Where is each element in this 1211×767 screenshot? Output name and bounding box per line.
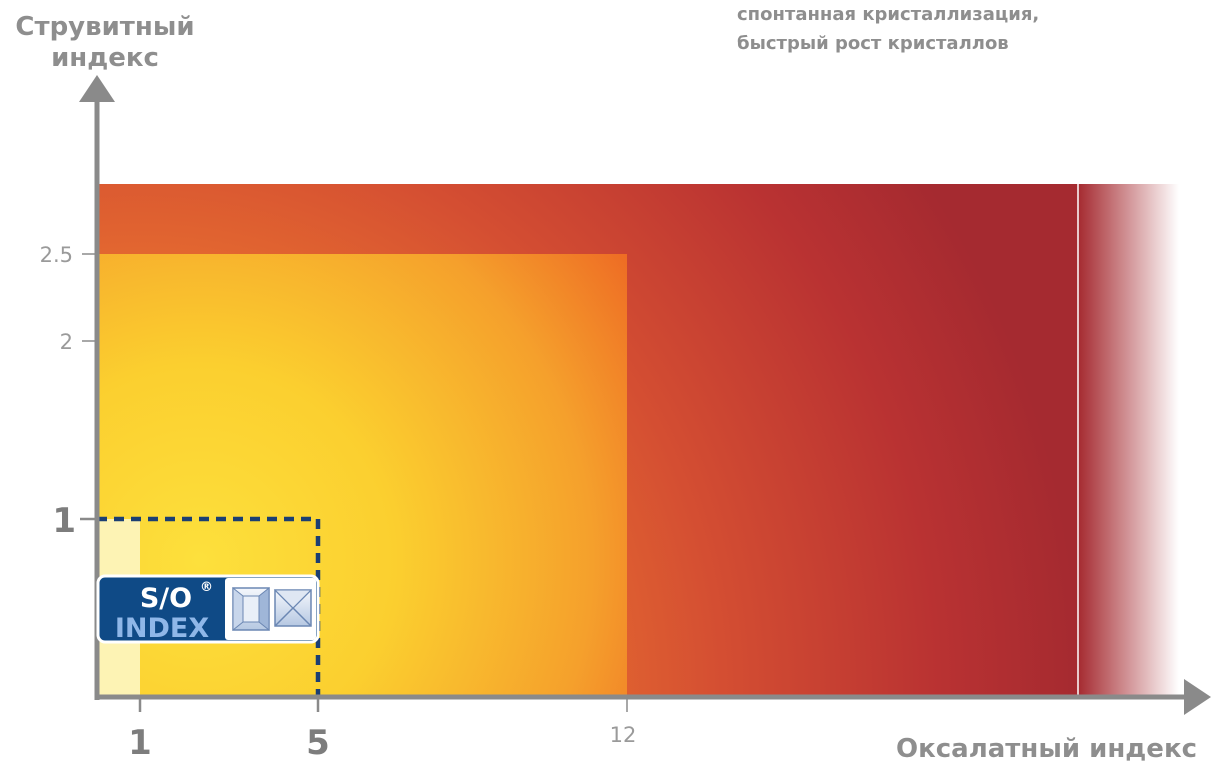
y-tick-1: 1 (52, 501, 97, 541)
x-tick-label-1: 1 (128, 723, 152, 763)
zone-annotation: спонтанная кристаллизация, быстрый рост … (737, 0, 1039, 58)
y-axis-title-line2: индекс (51, 43, 159, 73)
target-region-dashed (97, 516, 321, 695)
y-tick-2-5: 2.5 (40, 243, 95, 267)
x-axis-title: Оксалатный индекс (896, 734, 1197, 764)
y-axis-title-line1: Струвитный (15, 12, 195, 42)
x-tick-label-12: 12 (610, 723, 637, 747)
logo-text-so: S/O (140, 583, 192, 614)
y-axis-arrow-icon (79, 75, 115, 102)
x-tick-12: 12 (610, 697, 637, 747)
zone-annotation-line2: быстрый рост кристаллов (737, 33, 1009, 54)
zone-fade (1078, 184, 1179, 695)
logo-text-index: INDEX (115, 613, 209, 644)
crystal-prism-icon (232, 586, 270, 632)
y-tick-label-1: 1 (52, 501, 76, 541)
x-axis-arrow-icon (1184, 679, 1211, 715)
x-tick-5: 5 (306, 697, 330, 763)
logo-registered-mark: ® (200, 580, 213, 595)
y-tick-label-2-5: 2.5 (40, 243, 73, 267)
y-tick-2: 2 (60, 330, 95, 354)
zone-annotation-line1: спонтанная кристаллизация, (737, 4, 1040, 25)
y-tick-label-2: 2 (60, 330, 73, 354)
y-axis-title: Струвитный индекс (10, 12, 200, 74)
so-index-logo: S/O ® INDEX (96, 574, 320, 644)
x-tick-label-5: 5 (306, 723, 330, 763)
crystal-envelope-icon (273, 589, 313, 627)
x-tick-1: 1 (128, 697, 152, 763)
